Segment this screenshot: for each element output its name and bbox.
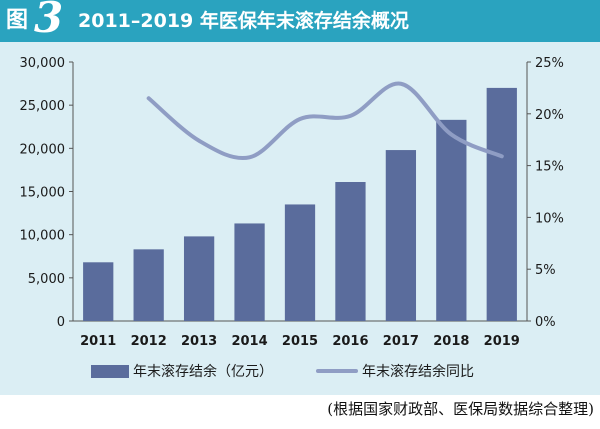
figure-title: 2011–2019 年医保年末滚存结余概况 (78, 10, 409, 32)
y-right-tick-label: 5% (535, 263, 556, 278)
y-left-tick-label: 20,000 (20, 142, 66, 157)
x-tick-label: 2012 (131, 334, 167, 349)
y-right-tick-label: 15% (535, 160, 564, 175)
x-tick-label: 2019 (484, 334, 520, 349)
chart: 0 5,000 10,000 15,000 20,000 25,000 30,000 0% 5%… (20, 56, 564, 380)
bar-2018 (436, 119, 467, 322)
legend-label-bar: 年末滚存结余（亿元） (133, 363, 273, 380)
y-left-tick-label: 25,000 (20, 99, 66, 114)
bar-2013 (183, 236, 215, 321)
x-tick-label: 2017 (383, 334, 419, 349)
bar-2014 (234, 223, 265, 321)
legend-swatch-bar (91, 365, 129, 378)
x-tick-label: 2014 (231, 334, 267, 349)
bar-2015 (284, 204, 316, 321)
figure-number: 3 (34, 0, 64, 42)
y-right-tick-label: 20% (535, 108, 564, 123)
y-left-tick-label: 5,000 (28, 272, 65, 287)
series-line-yoy (146, 81, 504, 161)
source-note: (根据国家财政部、医保局数据综合整理) (327, 400, 594, 418)
legend-label-line: 年末滚存结余同比 (362, 363, 474, 380)
y-left-tick-label: 10,000 (20, 229, 66, 244)
y-right-tick-label: 0% (535, 315, 556, 330)
figure-prefix: 图 (6, 8, 29, 33)
y-right-tick-label: 25% (535, 56, 564, 71)
figure-title-bar: 图 3 2011–2019 年医保年末滚存结余概况 (0, 0, 600, 42)
x-tick-label: 2011 (80, 334, 116, 349)
y-left-tick-label: 15,000 (20, 186, 66, 201)
bar-2012 (133, 249, 164, 321)
bar-2016 (335, 182, 366, 321)
y-right-tick-label: 10% (535, 211, 564, 226)
bar-2019 (486, 87, 517, 322)
x-tick-label: 2013 (181, 334, 217, 349)
y-left-tick-label: 0 (57, 315, 65, 330)
x-tick-label: 2015 (282, 334, 318, 349)
x-tick-label: 2018 (433, 334, 469, 349)
x-tick-label: 2016 (332, 334, 368, 349)
bar-2017 (385, 150, 417, 321)
y-left-tick-label: 30,000 (20, 56, 66, 71)
bar-2011 (83, 262, 114, 321)
